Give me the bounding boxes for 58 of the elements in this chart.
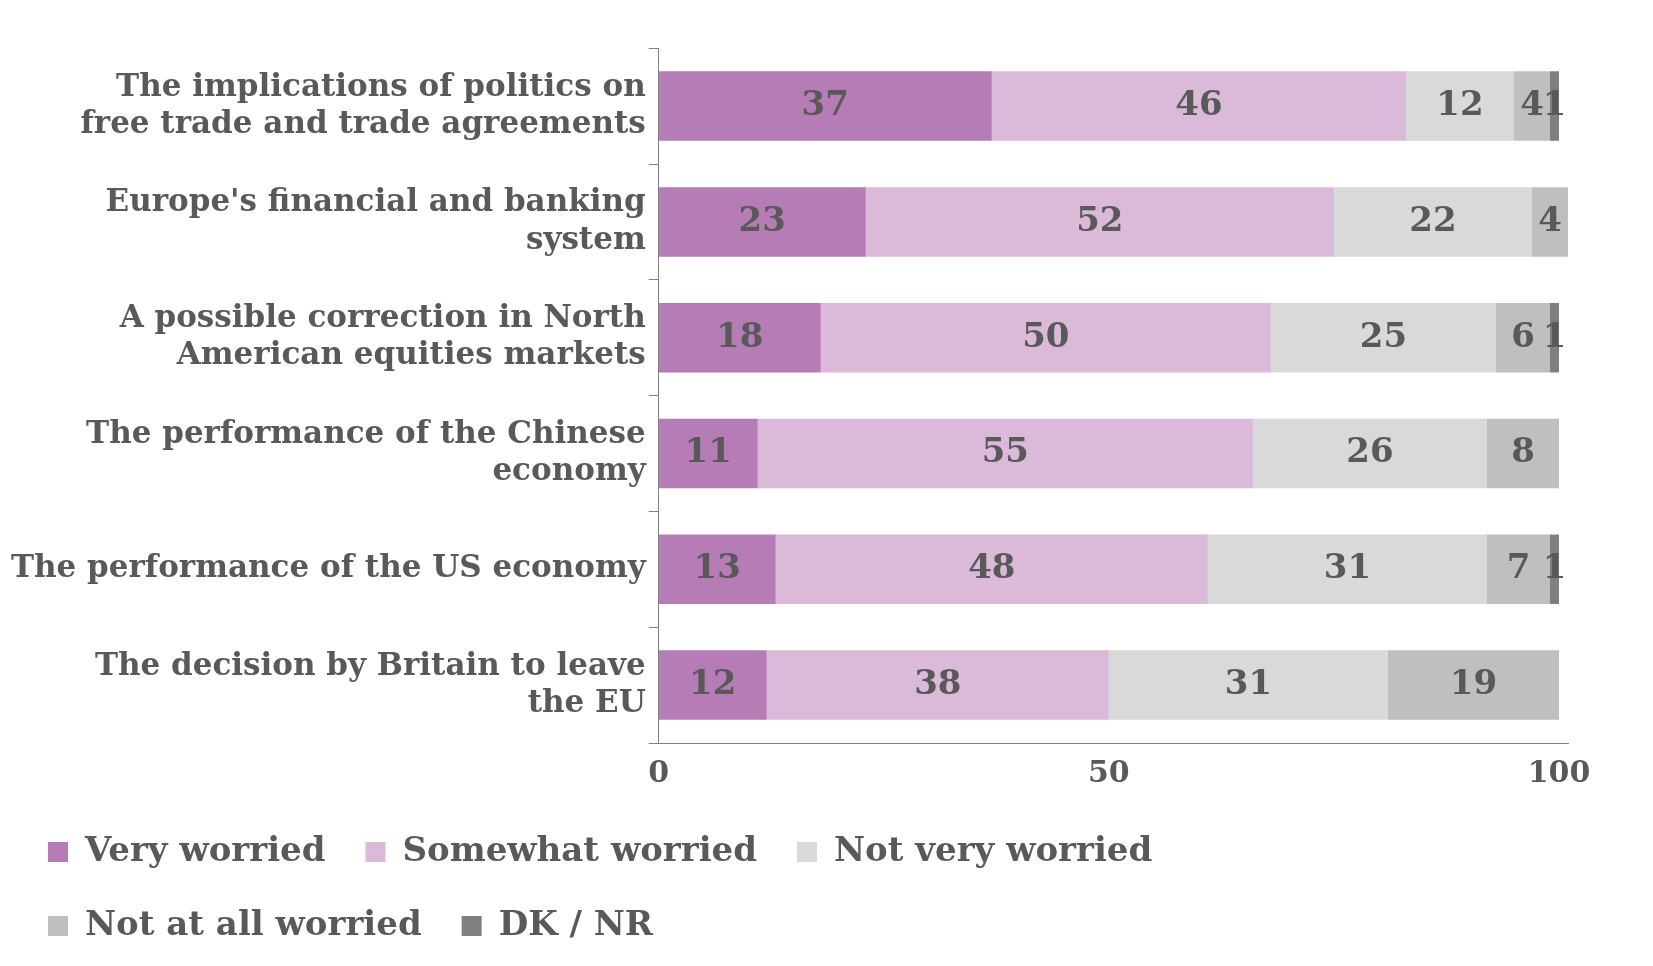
bar [766,650,1109,720]
bar [658,534,776,605]
data-label: 55 [981,430,1029,471]
bar [1333,187,1532,257]
data-label: 26 [1346,430,1394,471]
y-tick-label: The implications of politics on free trade and trade agreements [80,66,646,140]
data-label: 25 [1359,314,1408,355]
data-label: 6 [1511,314,1535,355]
legend-label: Very worried [84,828,326,869]
bar [757,418,1253,489]
data-label: 46 [1175,82,1223,123]
legend-label: Not at all worried [85,902,422,943]
data-label: 11 [684,430,732,471]
data-label: 12 [689,661,737,702]
bar [1405,71,1514,141]
data-label: 38 [914,661,962,702]
bar [1252,418,1487,489]
y-tick-label: A possible correction in North American equities markets [118,298,646,372]
legend-label: DK / NR [498,902,654,943]
bar [658,650,767,720]
bar [1387,650,1559,720]
data-label: 19 [1449,661,1498,702]
data-label: 13 [693,546,741,587]
bar [658,302,821,373]
bar [1207,534,1487,605]
x-tick-label: 50 [1087,753,1130,789]
bar [658,418,758,489]
data-label: 52 [1076,198,1124,239]
y-tick-label: The performance of the US economy [10,548,647,585]
bar [865,187,1334,257]
data-label: 4 [1538,198,1562,239]
bar [1270,302,1496,373]
data-label: 48 [968,546,1016,587]
x-tick-label: 0 [648,753,670,789]
bar [1108,650,1388,720]
data-label: 18 [716,314,764,355]
data-label: 7 [1506,546,1531,587]
data-label: 37 [801,82,849,123]
bar [820,302,1271,373]
bar [658,71,992,141]
bar [775,534,1208,605]
data-label: 4 [1520,82,1544,123]
data-label: 22 [1409,198,1457,239]
bar [991,71,1406,141]
data-label: 8 [1511,430,1535,471]
data-label: 12 [1436,82,1484,123]
data-label: 31 [1224,661,1273,702]
y-tick-label: Europe's financial and banking system [105,182,646,256]
data-label: 50 [1022,314,1070,355]
x-tick-label: 100 [1527,753,1591,789]
legend-label: Somewhat worried [402,828,757,869]
y-tick-label: The performance of the Chinese economy [86,413,647,488]
data-label: 23 [738,198,786,239]
legend-label: Not very worried [833,828,1153,869]
y-tick-label: The decision by Britain to leave the EU [94,645,646,719]
bar [1486,418,1559,489]
bar [658,187,866,257]
data-label: 31 [1323,546,1372,587]
